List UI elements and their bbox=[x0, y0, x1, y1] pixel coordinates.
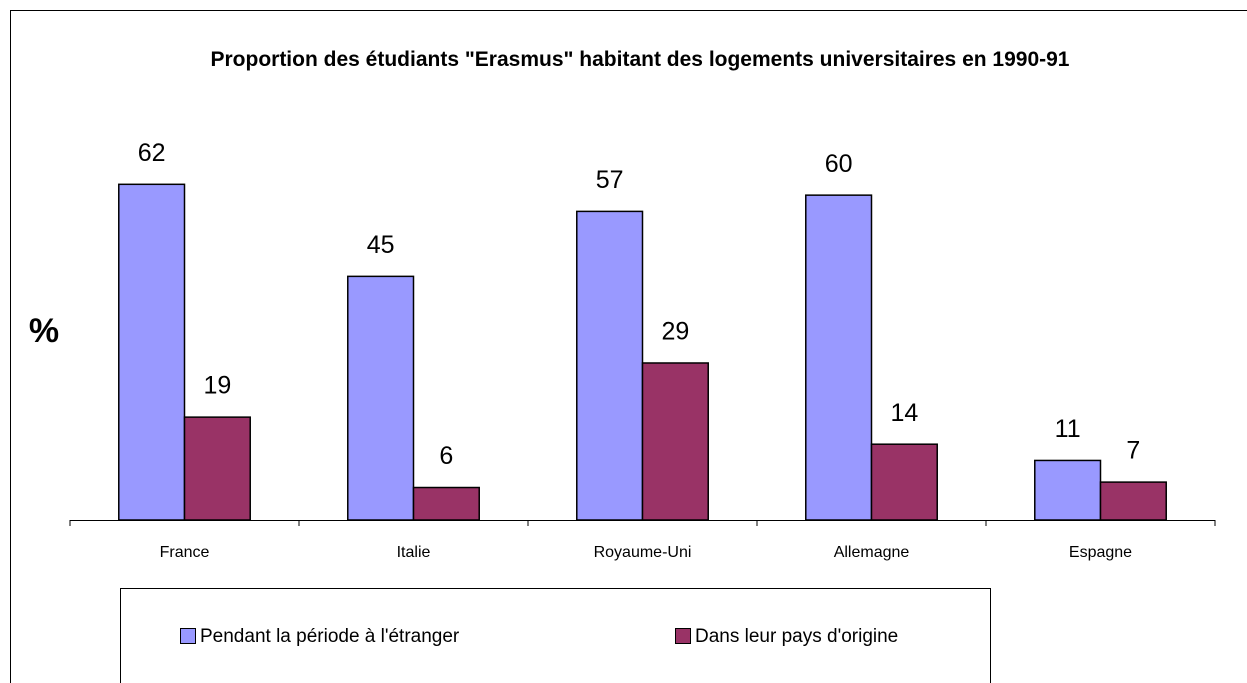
x-tick-label: Espagne bbox=[1069, 544, 1132, 561]
data-label: 60 bbox=[825, 150, 853, 178]
x-tick-label: Allemagne bbox=[834, 544, 910, 561]
data-label: 7 bbox=[1126, 437, 1140, 465]
legend-box bbox=[120, 588, 991, 683]
x-tick-label: Italie bbox=[397, 544, 431, 561]
legend-label: Dans leur pays d'origine bbox=[695, 626, 898, 647]
legend-label: Pendant la période à l'étranger bbox=[200, 626, 460, 647]
bar bbox=[118, 183, 186, 521]
bar bbox=[805, 194, 873, 521]
y-axis-label: % bbox=[29, 312, 59, 350]
bar bbox=[1034, 459, 1102, 521]
data-label: 45 bbox=[367, 231, 395, 259]
data-label: 29 bbox=[661, 318, 689, 346]
data-label: 11 bbox=[1055, 415, 1081, 443]
data-label: 14 bbox=[890, 399, 918, 427]
bar bbox=[1099, 481, 1167, 521]
legend-swatch bbox=[675, 628, 691, 644]
bar bbox=[347, 275, 415, 521]
data-label: 57 bbox=[596, 166, 624, 194]
chart-title: Proportion des étudiants "Erasmus" habit… bbox=[210, 48, 1070, 71]
data-label: 62 bbox=[138, 139, 166, 167]
x-tick-label: France bbox=[160, 544, 210, 561]
data-label: 6 bbox=[439, 442, 453, 470]
bar bbox=[576, 210, 644, 521]
legend-swatch bbox=[180, 628, 196, 644]
data-label: 19 bbox=[203, 372, 231, 400]
bar bbox=[641, 362, 709, 521]
bar bbox=[183, 416, 251, 521]
bar bbox=[870, 443, 938, 521]
x-tick-label: Royaume-Uni bbox=[594, 544, 692, 561]
bar bbox=[412, 486, 480, 521]
